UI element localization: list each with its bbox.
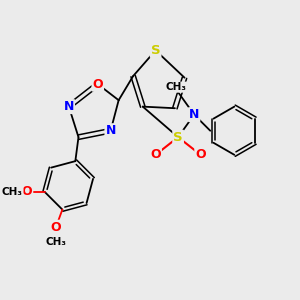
Text: S: S: [173, 130, 183, 144]
Text: N: N: [189, 108, 200, 121]
Text: CH₃: CH₃: [166, 82, 187, 92]
Text: O: O: [195, 148, 206, 161]
Text: N: N: [105, 124, 116, 137]
Text: O: O: [150, 148, 161, 161]
Text: O: O: [51, 221, 61, 234]
Text: CH₃: CH₃: [2, 187, 23, 197]
Text: CH₃: CH₃: [45, 237, 66, 247]
Text: S: S: [151, 44, 160, 57]
Text: O: O: [22, 185, 32, 198]
Text: N: N: [64, 100, 74, 113]
Text: O: O: [92, 78, 103, 91]
